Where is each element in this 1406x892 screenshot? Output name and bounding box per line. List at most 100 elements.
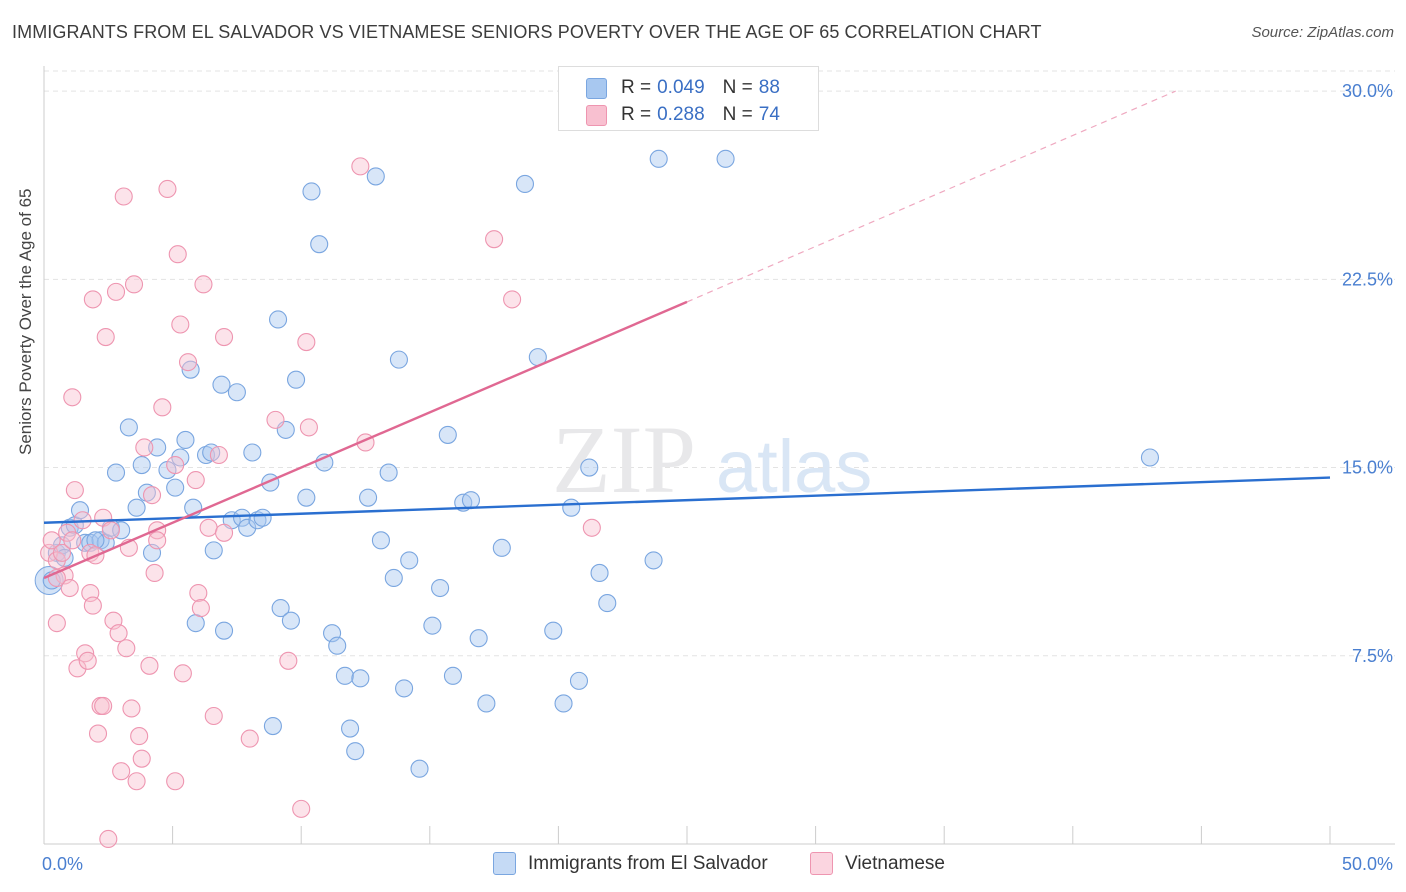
data-point: [212, 375, 231, 394]
data-point: [644, 551, 663, 570]
data-point: [379, 463, 398, 482]
bottom-legend-label: Immigrants from El Salvador: [528, 852, 768, 874]
data-point: [461, 491, 481, 510]
data-point: [214, 523, 234, 542]
trend-line: [43, 300, 688, 580]
x-tick-label-max: 50.0%: [1342, 854, 1393, 874]
series-el-salvador: [42, 149, 1160, 778]
data-point: [492, 538, 511, 557]
data-point: [106, 282, 126, 301]
bottom-legend-label: Vietnamese: [845, 852, 945, 874]
data-point: [389, 350, 408, 369]
data-point: [130, 727, 149, 746]
data-point: [109, 624, 128, 643]
data-point: [78, 651, 97, 670]
data-point: [204, 541, 223, 560]
data-point: [253, 508, 272, 527]
data-point: [176, 430, 195, 449]
data-point: [299, 418, 318, 437]
y-tick-label: 7.5%: [1352, 646, 1393, 666]
data-point: [191, 599, 210, 618]
data-point: [395, 679, 414, 698]
data-point: [562, 498, 581, 517]
y-tick-label: 15.0%: [1342, 458, 1393, 478]
data-point: [240, 729, 259, 748]
data-point: [443, 666, 462, 685]
data-point: [135, 438, 154, 457]
data-point: [63, 531, 82, 550]
data-point: [83, 596, 102, 615]
data-point: [359, 488, 378, 507]
data-point: [68, 659, 87, 678]
chart-title: IMMIGRANTS FROM EL SALVADOR VS VIETNAMES…: [12, 22, 1042, 42]
data-point: [649, 149, 668, 168]
data-point: [140, 656, 159, 675]
data-point: [214, 327, 234, 347]
data-point: [263, 716, 282, 736]
watermark-zip: ZIP: [552, 406, 696, 513]
data-point: [431, 578, 450, 598]
data-point: [145, 563, 164, 583]
data-point: [544, 621, 563, 640]
data-point: [166, 455, 185, 475]
data-point: [199, 518, 218, 537]
data-point: [127, 772, 146, 791]
data-point: [227, 383, 246, 402]
data-point: [101, 521, 120, 540]
legend-n-label: N =: [722, 77, 753, 98]
data-point: [181, 360, 200, 379]
data-point: [503, 290, 522, 309]
data-point: [94, 696, 113, 716]
data-point: [477, 694, 496, 713]
data-point: [297, 333, 316, 352]
data-point: [168, 245, 187, 264]
data-point: [186, 614, 205, 633]
data-point: [122, 699, 141, 718]
data-point: [88, 724, 108, 743]
data-point: [469, 629, 488, 648]
data-point: [238, 518, 257, 537]
data-point: [400, 551, 419, 570]
data-point: [52, 543, 72, 562]
data-point: [119, 418, 138, 437]
legend-n-value: 88: [758, 77, 780, 98]
y-tick-label: 22.5%: [1342, 269, 1393, 289]
legend-n-label: N =: [722, 104, 753, 125]
data-point: [114, 187, 133, 206]
data-point: [194, 275, 213, 294]
data-point: [196, 445, 216, 465]
data-point: [76, 644, 95, 663]
legend-row-vietnamese: R = 0.288 N = 74: [586, 102, 786, 128]
data-point: [96, 327, 115, 347]
data-point: [60, 578, 79, 598]
chart-source: Source: ZipAtlas.com: [1251, 24, 1394, 41]
watermark: ZIP atlas: [552, 406, 872, 513]
data-point: [189, 583, 208, 603]
data-point: [582, 518, 601, 537]
data-point: [351, 157, 370, 176]
data-point: [554, 694, 573, 713]
data-point: [171, 315, 190, 334]
data-point: [232, 508, 252, 527]
data-point: [328, 636, 347, 655]
data-point: [124, 275, 144, 294]
data-point: [166, 772, 185, 791]
legend-r-value: 0.049: [657, 77, 705, 98]
legend-r-value: 0.288: [657, 104, 705, 125]
data-point: [281, 611, 300, 630]
data-point: [266, 410, 285, 429]
data-point: [371, 531, 390, 550]
data-point: [269, 310, 288, 329]
data-point: [384, 568, 403, 588]
data-point: [341, 719, 360, 738]
data-point: [127, 498, 146, 517]
data-point: [99, 829, 118, 849]
legend-r-label: R =: [621, 77, 652, 98]
data-point: [580, 458, 599, 477]
axes: [43, 66, 1395, 845]
data-point: [297, 488, 316, 507]
data-point: [148, 531, 167, 550]
data-point: [137, 483, 156, 502]
data-point: [1140, 448, 1160, 467]
